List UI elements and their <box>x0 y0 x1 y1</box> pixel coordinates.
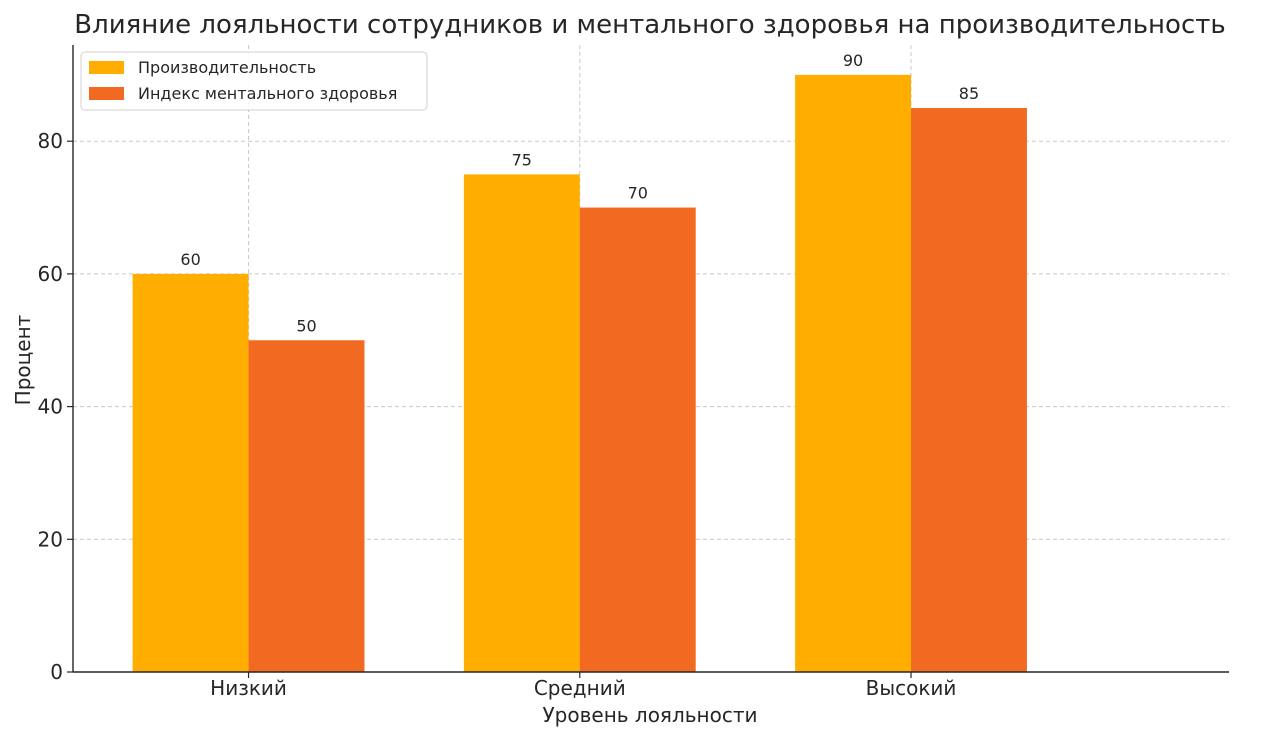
x-tick-label: Высокий <box>866 676 957 700</box>
y-tick-label: 80 <box>38 129 63 153</box>
data-label: 85 <box>959 84 979 103</box>
legend: Производительность Индекс ментального здо… <box>80 51 428 111</box>
bar <box>132 273 249 672</box>
bar <box>248 340 365 672</box>
data-label: 75 <box>512 150 532 169</box>
data-label: 70 <box>628 184 648 203</box>
data-labels: 60 75 90 50 70 85 <box>180 51 979 335</box>
legend-swatch <box>89 61 124 74</box>
y-tick-label: 40 <box>38 395 63 419</box>
bar <box>911 108 1027 673</box>
legend-label: Индекс ментального здоровья <box>138 84 397 103</box>
data-label: 90 <box>843 51 863 70</box>
x-tick-label: Средний <box>534 676 626 700</box>
bar <box>795 74 912 673</box>
legend-label: Производительность <box>138 58 316 77</box>
axes <box>67 45 1229 678</box>
data-label: 50 <box>296 316 316 335</box>
y-tick-label: 0 <box>50 660 63 684</box>
y-axis-label: Процент <box>11 314 35 405</box>
y-tick-label: 60 <box>38 262 63 286</box>
x-axis-label: Уровень лояльности <box>542 703 757 727</box>
y-tick-label: 20 <box>38 527 63 551</box>
bar <box>463 174 580 672</box>
data-label: 60 <box>180 250 200 269</box>
legend-box <box>80 51 428 111</box>
bar <box>579 207 696 673</box>
chart-title: Влияние лояльности сотрудников и менталь… <box>74 10 1225 40</box>
legend-swatch <box>89 87 124 100</box>
tick-labels: 0 20 40 60 80 Низкий Средний Высокий <box>38 129 957 700</box>
x-tick-label: Низкий <box>210 676 287 700</box>
bars <box>132 74 1027 673</box>
